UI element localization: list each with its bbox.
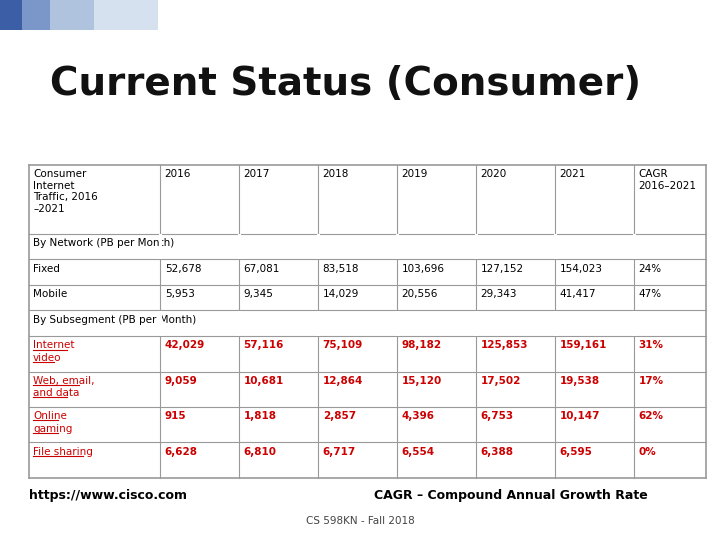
Text: 17%: 17% [639,376,664,386]
Text: 2018: 2018 [323,169,349,179]
Text: Mobile: Mobile [33,289,68,299]
Text: 19,538: 19,538 [559,376,600,386]
Text: CAGR
2016–2021: CAGR 2016–2021 [639,169,696,191]
Text: 67,081: 67,081 [243,264,280,274]
Text: 1,818: 1,818 [243,411,276,421]
Text: 20,556: 20,556 [402,289,438,299]
Text: video: video [33,353,62,363]
Text: 12,864: 12,864 [323,376,363,386]
Text: 2,857: 2,857 [323,411,356,421]
Text: 42,029: 42,029 [165,340,205,350]
Text: 9,059: 9,059 [165,376,197,386]
Text: 6,810: 6,810 [243,447,276,457]
Text: 31%: 31% [639,340,664,350]
Text: 2017: 2017 [243,169,270,179]
Text: 6,388: 6,388 [480,447,513,457]
Text: 2021: 2021 [559,169,586,179]
Text: 52,678: 52,678 [165,264,201,274]
Text: 47%: 47% [639,289,662,299]
Text: CAGR – Compound Annual Growth Rate: CAGR – Compound Annual Growth Rate [374,489,648,502]
Text: 915: 915 [165,411,186,421]
Text: By Subsegment (PB per Month): By Subsegment (PB per Month) [33,315,197,325]
Text: Current Status (Consumer): Current Status (Consumer) [50,65,642,103]
Text: CS 598KN - Fall 2018: CS 598KN - Fall 2018 [305,516,415,526]
Text: 127,152: 127,152 [480,264,523,274]
Text: 6,595: 6,595 [559,447,593,457]
Text: 29,343: 29,343 [480,289,517,299]
Text: 6,753: 6,753 [480,411,513,421]
Text: 9,345: 9,345 [243,289,274,299]
Text: 6,554: 6,554 [402,447,435,457]
Text: 14,029: 14,029 [323,289,359,299]
Text: Consumer
Internet
Traffic, 2016
–2021: Consumer Internet Traffic, 2016 –2021 [33,169,98,214]
Text: Web, email,: Web, email, [33,376,94,386]
Text: 125,853: 125,853 [480,340,528,350]
Text: 154,023: 154,023 [559,264,603,274]
Text: https://www.cisco.com: https://www.cisco.com [29,489,186,502]
Text: 98,182: 98,182 [402,340,442,350]
Text: 83,518: 83,518 [323,264,359,274]
Text: 2019: 2019 [402,169,428,179]
Text: 0%: 0% [639,447,656,457]
Text: Online: Online [33,411,67,421]
Text: 15,120: 15,120 [402,376,442,386]
Text: 10,147: 10,147 [559,411,600,421]
Text: 4,396: 4,396 [402,411,435,421]
Text: 6,717: 6,717 [323,447,356,457]
Text: 103,696: 103,696 [402,264,445,274]
Text: 62%: 62% [639,411,664,421]
Text: File sharing: File sharing [33,447,93,457]
Text: Fixed: Fixed [33,264,60,274]
Text: Internet: Internet [33,340,75,350]
Text: 41,417: 41,417 [559,289,596,299]
Text: By Network (PB per Month): By Network (PB per Month) [33,238,174,248]
Text: gaming: gaming [33,424,73,434]
Text: and data: and data [33,388,79,399]
Text: 75,109: 75,109 [323,340,363,350]
Text: 17,502: 17,502 [480,376,521,386]
Text: 5,953: 5,953 [165,289,194,299]
Text: 6,628: 6,628 [165,447,198,457]
Text: 57,116: 57,116 [243,340,284,350]
Text: 24%: 24% [639,264,662,274]
Text: 159,161: 159,161 [559,340,607,350]
Text: 2020: 2020 [480,169,507,179]
Text: 10,681: 10,681 [243,376,284,386]
Text: 2016: 2016 [165,169,191,179]
